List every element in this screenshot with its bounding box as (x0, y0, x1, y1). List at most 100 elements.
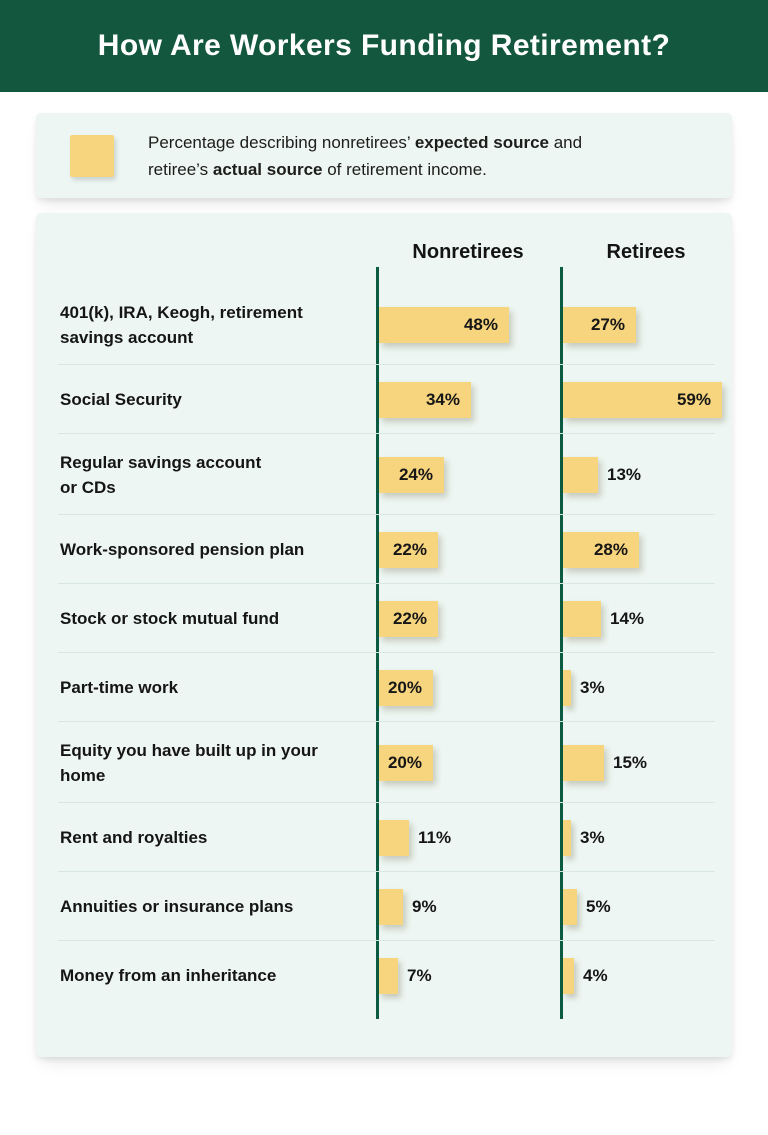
category-label: Stock or stock mutual fund (60, 609, 280, 628)
nonretirees-bar-cell: 11% (376, 803, 560, 872)
value-label: 5% (586, 896, 611, 916)
value-label: 15% (613, 752, 648, 772)
legend-text: Percentage describing nonretirees’ expec… (148, 129, 582, 183)
chart-row: Work-sponsored pension plan 22% 28% (36, 515, 732, 584)
header-banner: How Are Workers Funding Retirement? (0, 0, 768, 92)
retirees-bar-cell: 4% (560, 941, 732, 1010)
chart-row: 401(k), IRA, Keogh, retirement savings a… (36, 284, 732, 365)
retirees-axis-line (560, 267, 732, 284)
value-label: 28% (593, 539, 628, 559)
value-label: 20% (387, 677, 422, 697)
column-header-nonretirees: Nonretirees (412, 240, 524, 263)
value-label: 3% (580, 677, 605, 697)
legend-text-segment: and (549, 132, 583, 152)
legend-text-segment: of retirement income. (322, 159, 487, 179)
nonretirees-bar: 22% (379, 531, 438, 568)
retirees-bar-cell: 59% (560, 365, 732, 434)
nonretirees-bar: 24% (379, 456, 444, 493)
value-label: 4% (583, 965, 608, 985)
retirees-bar-cell: 3% (560, 803, 732, 872)
category-label: Rent and royalties (60, 828, 208, 847)
value-label: 24% (398, 464, 433, 484)
value-label: 11% (418, 827, 452, 847)
legend-line-2: retiree’s actual source of retirement in… (148, 156, 582, 183)
category-label: Annuities or insurance plans (60, 897, 294, 916)
value-label: 9% (412, 896, 437, 916)
retirees-bar (563, 456, 598, 493)
nonretirees-bar: 22% (379, 600, 438, 637)
column-headers: Nonretirees Retirees (36, 237, 732, 267)
nonretirees-bar-cell: 22% (376, 584, 560, 653)
chart-row: Rent and royalties 11% 3% (36, 803, 732, 872)
retirees-bar: 27% (563, 306, 636, 343)
legend-line-1: Percentage describing nonretirees’ expec… (148, 129, 582, 156)
retirees-bar-cell: 13% (560, 434, 732, 515)
page-title: How Are Workers Funding Retirement? (97, 29, 671, 62)
chart-row: Part-time work 20% 3% (36, 653, 732, 722)
legend-card: Percentage describing nonretirees’ expec… (36, 113, 732, 198)
legend-bar-swatch-icon (70, 134, 114, 177)
chart-row: Social Security 34% 59% (36, 365, 732, 434)
nonretirees-bar (379, 819, 409, 856)
nonretirees-bar-cell: 20% (376, 722, 560, 803)
category-label: Regular savings account or CDs (60, 452, 262, 497)
value-label: 13% (607, 464, 642, 484)
retirees-bar-cell: 5% (560, 872, 732, 941)
legend-emphasis: actual source (212, 159, 323, 179)
category-label: Work-sponsored pension plan (60, 540, 305, 559)
chart-row: Regular savings account or CDs 24% 13% (36, 434, 732, 515)
axis-bottom-extension (36, 1010, 732, 1019)
chart-row: Money from an inheritance 7% 4% (36, 941, 732, 1010)
axis-top-extension (36, 267, 732, 284)
nonretirees-bar-cell: 24% (376, 434, 560, 515)
value-label: 3% (580, 827, 605, 847)
nonretirees-axis-line (376, 1010, 560, 1019)
retirees-bar-cell: 27% (560, 284, 732, 365)
nonretirees-bar: 20% (379, 669, 433, 706)
category-label: Social Security (60, 390, 182, 409)
nonretirees-bar-cell: 20% (376, 653, 560, 722)
retirees-bar-cell: 14% (560, 584, 732, 653)
nonretirees-bar-cell: 34% (376, 365, 560, 434)
retirement-infographic: How Are Workers Funding Retirement? Perc… (0, 0, 768, 1057)
column-header-retirees: Retirees (606, 240, 686, 263)
retirees-bar (563, 819, 571, 856)
nonretirees-bar (379, 957, 398, 994)
chart-row: Stock or stock mutual fund 22% 14% (36, 584, 732, 653)
retirees-bar (563, 888, 577, 925)
category-label: 401(k), IRA, Keogh, retirement savings a… (60, 302, 303, 347)
value-label: 22% (392, 539, 427, 559)
value-label: 20% (387, 752, 422, 772)
retirees-bar (563, 744, 604, 781)
nonretirees-bar-cell: 7% (376, 941, 560, 1010)
nonretirees-axis-line (376, 267, 560, 284)
chart-panel: Nonretirees Retirees 401(k), IRA, Keogh,… (36, 213, 732, 1057)
chart-row: Equity you have built up in your home 20%… (36, 722, 732, 803)
value-label: 48% (463, 314, 498, 334)
retirees-bar (563, 957, 574, 994)
chart-row: Annuities or insurance plans 9% 5% (36, 872, 732, 941)
retirees-bar-cell: 28% (560, 515, 732, 584)
value-label: 59% (676, 389, 711, 409)
category-label: Part-time work (60, 678, 179, 697)
legend-text-segment: retiree’s (148, 159, 213, 179)
nonretirees-bar-cell: 9% (376, 872, 560, 941)
retirees-bar-cell: 15% (560, 722, 732, 803)
retirees-bar (563, 669, 571, 706)
retirees-bar: 28% (563, 531, 639, 568)
value-label: 27% (590, 314, 625, 334)
value-label: 14% (610, 608, 645, 628)
nonretirees-bar: 48% (379, 306, 509, 343)
category-label: Money from an inheritance (60, 966, 277, 985)
retirees-bar: 59% (563, 381, 722, 418)
nonretirees-bar: 20% (379, 744, 433, 781)
nonretirees-bar: 34% (379, 381, 471, 418)
nonretirees-bar-cell: 22% (376, 515, 560, 584)
retirees-bar (563, 600, 601, 637)
nonretirees-bar-cell: 48% (376, 284, 560, 365)
chart-rows: 401(k), IRA, Keogh, retirement savings a… (36, 284, 732, 1010)
value-label: 7% (407, 965, 432, 985)
retirees-bar-cell: 3% (560, 653, 732, 722)
nonretirees-bar (379, 888, 403, 925)
value-label: 22% (392, 608, 427, 628)
